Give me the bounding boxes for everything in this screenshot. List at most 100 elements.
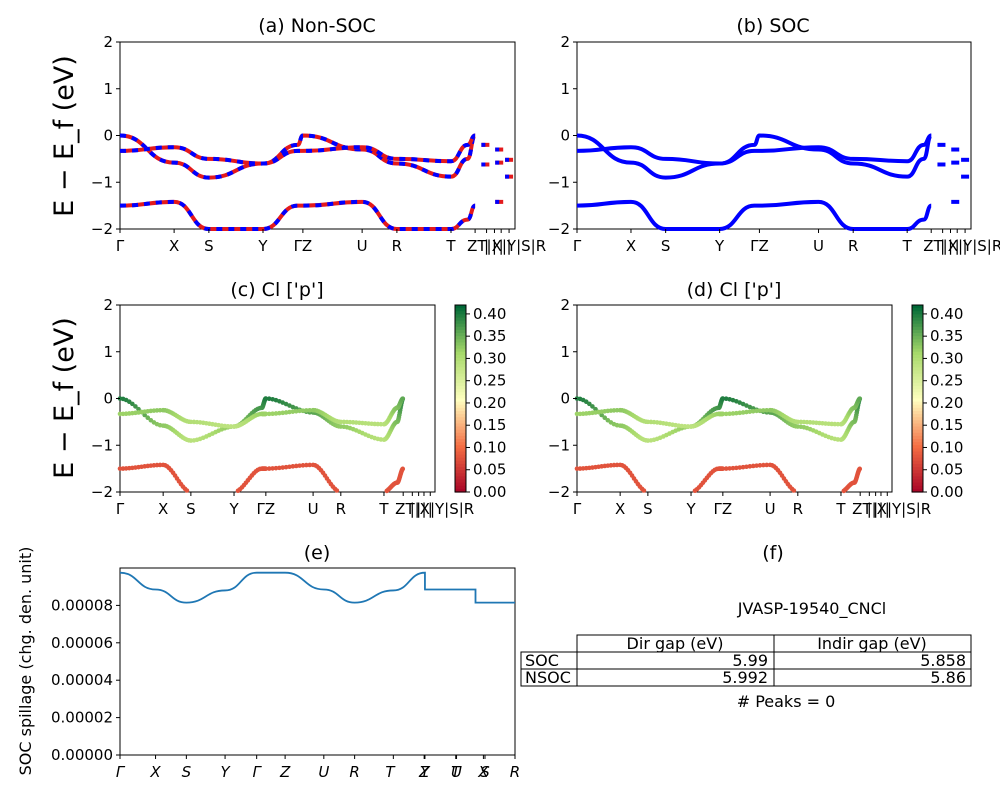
panel-a-yticks: 2 1 0 −1 −2: [91, 33, 120, 238]
colorbar-swatch: [912, 404, 923, 409]
xtick-label: R: [392, 237, 402, 255]
projection-point: [263, 466, 269, 471]
xtick-label: S: [186, 500, 196, 518]
colorbar-swatch: [912, 398, 923, 403]
colorbar-swatch: [912, 373, 923, 378]
colorbar-swatch: [455, 305, 466, 309]
colorbar-swatch: [455, 379, 466, 384]
band-line-blue-0: [119, 133, 478, 180]
colorbar-swatch: [455, 410, 466, 415]
colorbar-swatch: [455, 373, 466, 378]
projection-point: [593, 406, 598, 412]
xtick-label: Γ: [116, 763, 126, 781]
ytick-label: 0.00004: [51, 671, 113, 689]
xtick-label: X: [169, 237, 179, 255]
projection-point: [263, 396, 269, 401]
projection-point: [727, 411, 732, 417]
colorbar-swatch: [455, 467, 466, 471]
colorbar-swatch: [455, 308, 466, 312]
projection-point: [290, 464, 296, 469]
colorbar-swatch: [912, 382, 923, 387]
panel-d-xticks: Γ X S Y ΓZ U R T ZT|X|Y|S|R| | | |: [573, 492, 931, 518]
colorbar-swatch: [455, 435, 466, 440]
projection-point: [334, 488, 340, 493]
panel-e-ylabel: SOC spillage (chg. den. unit): [16, 547, 35, 776]
projection-point: [273, 465, 279, 471]
ytick-label: −2: [548, 220, 570, 238]
colorbar-swatch: [912, 392, 923, 396]
colorbar-tick-label: 0.20: [473, 394, 506, 412]
xtick-label: T: [902, 237, 913, 255]
colorbar-swatch: [455, 367, 466, 372]
xtick-label: Γ: [116, 500, 125, 518]
xtick-label: S: [480, 763, 490, 781]
table-material-name: JVASP-19540_CNCl: [737, 599, 886, 619]
colorbar-tick-label: 0.10: [473, 438, 506, 456]
xtick-label: |: [948, 237, 953, 255]
panel-a-ylabel: E − E_f (eV): [49, 55, 80, 217]
ytick-label: 0: [560, 390, 570, 408]
ytick-label: −1: [91, 436, 113, 454]
colorbar-swatch: [912, 333, 923, 337]
ytick-label: 1: [560, 80, 570, 98]
xtick-label: Γ: [573, 237, 582, 255]
projection-point: [720, 466, 726, 471]
xtick-label: U: [765, 500, 776, 518]
colorbar-tick-label: 0.00: [473, 483, 506, 501]
xtick-label: |: [878, 500, 883, 518]
ytick-label: −2: [91, 483, 113, 501]
xtick-label: |: [963, 237, 968, 255]
ytick-label: −2: [548, 483, 570, 501]
projection-point: [280, 465, 286, 470]
colorbar-frame: [454, 304, 467, 493]
colorbar-tick-label: 0.15: [473, 416, 506, 434]
xtick-label: Y: [714, 237, 725, 255]
colorbar-swatch: [455, 323, 466, 328]
colorbar-swatch: [455, 451, 466, 456]
projection-point: [270, 466, 275, 471]
panel-e-line: [119, 571, 515, 604]
colorbar-swatch: [912, 432, 923, 437]
colorbar-swatch: [912, 417, 923, 421]
xtick-label: T: [451, 763, 462, 781]
ytick-label: 1: [103, 80, 113, 98]
ytick-label: −1: [91, 173, 113, 191]
colorbar-swatch: [912, 308, 923, 312]
colorbar-swatch: [455, 357, 466, 362]
colorbar-swatch: [912, 329, 923, 334]
table-row-soc-label: SOC: [525, 651, 559, 670]
projection-point: [740, 410, 746, 415]
colorbar-swatch: [455, 454, 466, 459]
xtick-label: ΓZ: [257, 500, 276, 518]
projection-point: [184, 488, 190, 493]
xtick-label: R: [793, 500, 803, 518]
xtick-label: |: [885, 500, 890, 518]
table-row-nsoc-label: NSOC: [525, 668, 571, 687]
xtick-label: ΓZ: [714, 500, 733, 518]
projection-point: [734, 465, 739, 471]
xtick-label: |: [940, 237, 945, 255]
projection-point: [283, 464, 289, 470]
ytick-label: −2: [91, 220, 113, 238]
projection-point: [740, 464, 746, 470]
table-row-nsoc-indir: 5.86: [930, 668, 966, 687]
xtick-label: R: [848, 237, 858, 255]
xtick-label: X: [158, 500, 168, 518]
colorbar-swatch: [912, 376, 923, 381]
colorbar-swatch: [912, 435, 923, 440]
projection-point: [263, 411, 269, 417]
projection-point: [744, 409, 749, 415]
panel-d-yticks: 2 1 0 −1 −2: [548, 296, 577, 501]
colorbar-swatch: [912, 470, 923, 474]
panel-c-points: [117, 396, 406, 494]
projection-point: [723, 411, 729, 417]
projection-point: [270, 411, 275, 417]
colorbar-swatch: [455, 457, 466, 462]
colorbar-swatch: [912, 410, 923, 415]
ytick-label: 0.00000: [51, 746, 113, 764]
projection-point: [764, 462, 770, 468]
colorbar-swatch: [912, 320, 923, 325]
projection-point: [280, 410, 286, 416]
projection-point: [266, 466, 272, 471]
projection-point: [297, 463, 302, 468]
